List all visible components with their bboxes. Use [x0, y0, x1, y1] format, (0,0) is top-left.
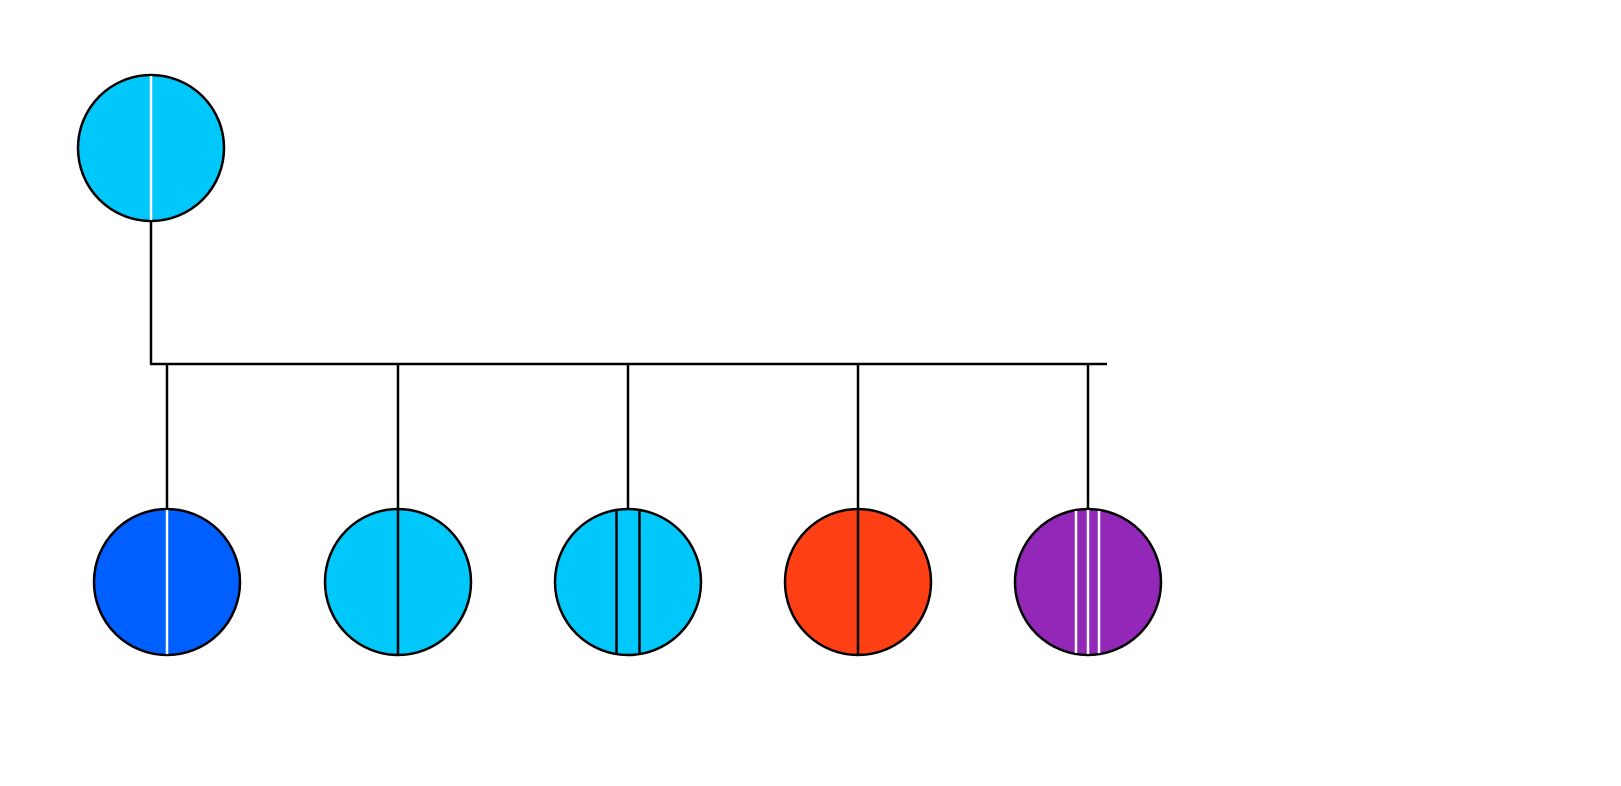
child-node	[1013, 507, 1163, 657]
child-node	[92, 507, 242, 657]
nodes	[76, 73, 1163, 657]
child-node	[783, 507, 933, 657]
root-node	[76, 73, 226, 223]
child-node	[323, 507, 473, 657]
connectors	[149, 221, 1107, 509]
node-circle	[553, 507, 703, 657]
child-node	[553, 507, 703, 657]
